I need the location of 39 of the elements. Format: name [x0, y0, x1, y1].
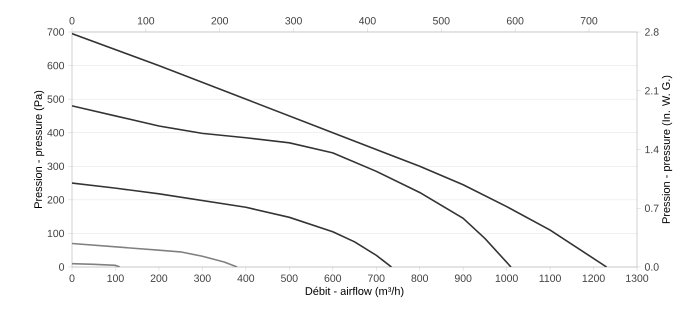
x-tick-label: 800	[411, 274, 428, 282]
y2-tick-label: 0.0	[644, 263, 659, 271]
x2-tick-label: 600	[506, 17, 524, 24]
x-tick-label: 1100	[540, 274, 561, 282]
x-tick-label: 700	[368, 274, 385, 282]
line-series	[72, 105, 512, 267]
x-tick-label: 0	[69, 274, 74, 282]
y2-tick-label: 2.1	[645, 87, 659, 94]
x-axis-title: Débit - airflow (m³/h)	[306, 286, 404, 298]
x-tick-label: 1000	[496, 274, 518, 282]
x-tick-label: 200	[150, 274, 168, 282]
x-tick-label: 300	[194, 274, 211, 282]
x-tick-label: 100	[108, 274, 124, 282]
y-tick-label: 500	[47, 95, 64, 103]
y-axis-title: Pression - pressure (Pa)	[34, 90, 44, 208]
x-tick-label: 400	[237, 274, 254, 282]
y-tick-label: 700	[48, 28, 64, 36]
x2-tick-label: 500	[432, 17, 450, 24]
x-tick-label: 500	[281, 274, 298, 282]
x2-tick-label: 0	[69, 17, 74, 24]
y2-tick-label: 1.4	[645, 146, 659, 154]
y-tick-label: 300	[47, 162, 64, 170]
x2-tick-label: 300	[285, 17, 302, 24]
x2-tick-label: 100	[138, 17, 154, 24]
y-tick-label: 200	[48, 196, 64, 204]
y2-axis-title: Pression - pressure (In. W. G.)	[662, 76, 672, 224]
y-tick-label: 600	[48, 62, 64, 70]
x-tick-label: 1300	[626, 274, 648, 282]
y2-tick-label: 0.7	[644, 204, 659, 212]
x-tick-label: 600	[324, 274, 342, 282]
x2-tick-label: 200	[212, 17, 228, 24]
y-tick-label: 0	[59, 263, 64, 271]
x2-tick-label: 700	[580, 17, 598, 24]
y-tick-label: 100	[48, 230, 64, 238]
x2-tick-label: 400	[358, 17, 376, 24]
y2-tick-label: 2.8	[645, 28, 659, 36]
y-tick-label: 400	[47, 129, 64, 136]
x-tick-label: 900	[454, 274, 472, 282]
x-tick-label: 1200	[582, 274, 605, 282]
